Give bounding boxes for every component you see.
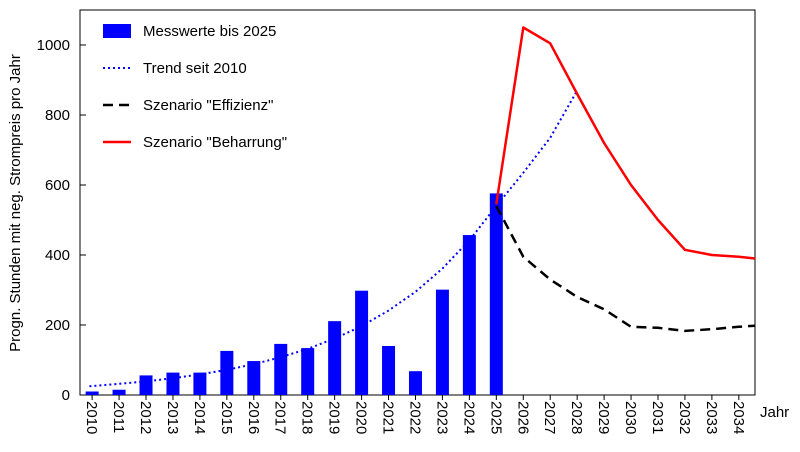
x-tick-label: 2013 (164, 401, 181, 434)
y-tick-label: 200 (45, 317, 70, 334)
x-tick-label: 2022 (406, 401, 423, 434)
bar-2014 (193, 372, 207, 395)
bar-2011 (112, 389, 126, 395)
bar-2012 (139, 375, 153, 395)
series-line-2 (495, 205, 756, 333)
x-tick-label: 2026 (514, 401, 531, 434)
bar-2015 (220, 350, 234, 395)
x-tick-label: 2021 (380, 401, 397, 434)
y-tick-label: 1000 (37, 37, 70, 54)
x-tick-label: 2028 (568, 401, 585, 434)
bar-2022 (408, 371, 422, 395)
x-tick-label: 2034 (730, 401, 747, 434)
y-tick-label: 0 (62, 387, 70, 404)
series-line-1 (89, 90, 579, 388)
y-tick-label: 600 (45, 177, 70, 194)
legend-label: Szenario "Effizienz" (143, 97, 273, 114)
bar-2020 (355, 290, 369, 395)
x-axis-label: Jahr (760, 404, 789, 421)
bar-2016 (247, 361, 261, 395)
x-ticks: 2010 2011 2012 2013 2014 2015 2016 2017 2018 2019… (83, 395, 747, 434)
x-tick-label: 2016 (245, 401, 262, 434)
legend-label: Szenario "Beharrung" (143, 134, 287, 151)
x-tick-label: 2019 (326, 401, 343, 434)
x-tick-label: 2012 (137, 401, 154, 434)
x-tick-label: 2014 (191, 401, 208, 434)
x-tick-label: 2017 (272, 401, 289, 434)
y-axis-label: Progn. Stunden mit neg. Strompreis pro J… (7, 54, 24, 352)
x-tick-label: 2027 (541, 401, 558, 434)
x-tick-label: 2020 (353, 401, 370, 434)
y-tick-label: 400 (45, 247, 70, 264)
x-tick-label: 2015 (218, 401, 235, 434)
legend-label: Trend seit 2010 (143, 60, 247, 77)
x-tick-label: 2030 (622, 401, 639, 434)
legend: Messwerte bis 2025 Trend seit 2010 Szenari… (103, 23, 287, 151)
series-line-3 (495, 26, 756, 260)
lines-layer (89, 26, 756, 388)
x-tick-label: 2029 (595, 401, 612, 434)
x-tick-label: 2031 (649, 401, 666, 434)
bar-2024 (462, 235, 476, 395)
x-tick-label: 2033 (703, 401, 720, 434)
y-tick-label: 800 (45, 107, 70, 124)
x-tick-label: 2024 (460, 401, 477, 434)
bar-2013 (166, 372, 180, 395)
bar-2023 (435, 289, 449, 395)
bar-2025 (489, 193, 503, 395)
bar-2021 (382, 346, 396, 395)
bar-2017 (274, 343, 288, 395)
x-tick-label: 2023 (433, 401, 450, 434)
bar-2018 (301, 348, 315, 395)
x-tick-label: 2011 (110, 401, 127, 433)
y-ticks: 0 200 400 600 800 1000 (37, 37, 86, 404)
bar-2019 (328, 321, 342, 395)
x-tick-label: 2025 (487, 401, 504, 434)
legend-label: Messwerte bis 2025 (143, 23, 276, 40)
x-tick-label: 2018 (299, 401, 316, 434)
x-tick-label: 2032 (676, 401, 693, 434)
plot-area (79, 9, 756, 396)
legend-swatch (103, 24, 131, 38)
bar-2010 (85, 391, 99, 395)
bars-layer (85, 193, 503, 395)
x-tick-label: 2010 (83, 401, 100, 434)
